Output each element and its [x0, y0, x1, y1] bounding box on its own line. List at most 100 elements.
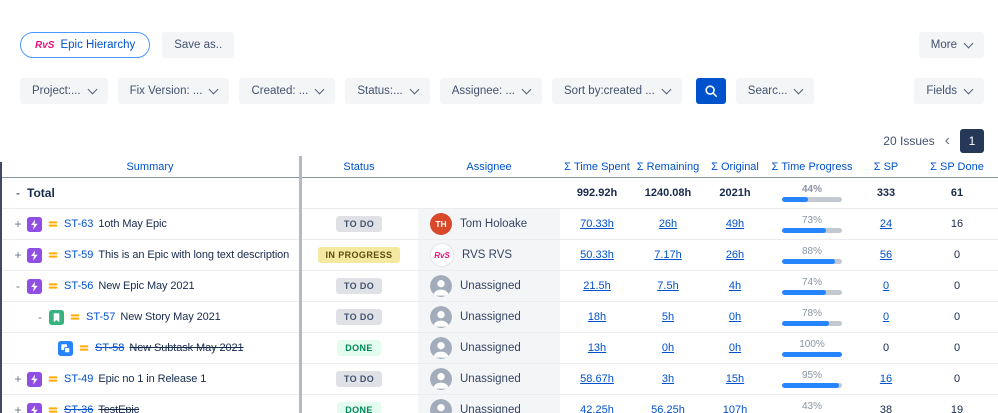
time_spent-value-link[interactable]: 50.33h: [580, 249, 614, 261]
issue-key-link[interactable]: ST-59: [64, 249, 94, 261]
filter-fix-version-button[interactable]: Fix Version: ...: [117, 78, 230, 104]
cell-progress: 100%: [768, 332, 856, 364]
filter-created-button[interactable]: Created: ...: [239, 78, 336, 104]
save-as-label: Save as..: [174, 39, 223, 51]
cell-assignee: Unassigned: [418, 394, 560, 413]
assignee-name: Unassigned: [460, 280, 521, 292]
summary-line: - ST-57 New Story May 2021: [0, 309, 300, 325]
time_spent-value-link[interactable]: 21.5h: [583, 280, 611, 292]
original-value-link[interactable]: 0h: [728, 342, 742, 354]
view-selector-button[interactable]: RvS Epic Hierarchy: [20, 32, 151, 58]
unassigned-avatar-icon: [430, 306, 452, 328]
epic-icon: [27, 402, 42, 413]
fields-label: Fields: [926, 85, 957, 97]
remaining-value-link[interactable]: 7.5h: [657, 280, 679, 292]
search-icon: [704, 84, 718, 98]
remaining-value-link[interactable]: 5h: [661, 311, 675, 323]
sp-value-link[interactable]: 56: [879, 249, 893, 261]
sp-value-link[interactable]: 24: [879, 218, 893, 230]
more-label: More: [930, 39, 957, 51]
issue-key-link[interactable]: ST-36: [64, 404, 94, 413]
search-button[interactable]: [695, 78, 726, 104]
cell-progress: 74%: [768, 270, 856, 302]
issue-key-link[interactable]: ST-58: [95, 342, 125, 354]
cell-status: TO DO: [300, 208, 418, 240]
progress-indicator: 73%: [770, 215, 854, 233]
sp_done-value: 61: [950, 187, 964, 199]
remaining-value-link[interactable]: 56.25h: [651, 404, 685, 413]
assignee-name: RVS RVS: [462, 249, 513, 261]
cell-sp_done: 61: [916, 177, 998, 209]
progress-fill: [782, 227, 826, 233]
sp-value-link[interactable]: 0: [882, 280, 890, 292]
column-header-original[interactable]: Σ Original: [702, 156, 768, 178]
expander-icon[interactable]: -: [16, 279, 20, 293]
sp-value-link[interactable]: 16: [879, 373, 893, 385]
more-button[interactable]: More: [918, 32, 984, 58]
cell-time_spent: 21.5h: [560, 270, 634, 302]
filter-project-button[interactable]: Project:...: [20, 78, 108, 104]
current-page-button[interactable]: 1: [960, 129, 984, 153]
time_spent-value-link[interactable]: 70.33h: [580, 218, 614, 230]
column-header-sp_done[interactable]: Σ SP Done: [916, 156, 998, 178]
expander-icon[interactable]: +: [14, 248, 22, 262]
issue-key-link[interactable]: ST-56: [64, 280, 94, 292]
remaining-value-link[interactable]: 7.17h: [654, 249, 682, 261]
remaining-value-link[interactable]: 26h: [658, 218, 678, 230]
column-header-progress[interactable]: Σ Time Progress: [768, 156, 856, 178]
time_spent-value-link[interactable]: 13h: [587, 342, 607, 354]
save-as-button[interactable]: Save as..: [162, 32, 235, 58]
remaining-value-link[interactable]: 3h: [661, 373, 675, 385]
column-header-sp[interactable]: Σ SP: [856, 156, 916, 178]
column-splitter-handle[interactable]: [299, 156, 302, 413]
expander-icon[interactable]: +: [14, 403, 22, 413]
original-value-link[interactable]: 26h: [725, 249, 745, 261]
cell-assignee: [418, 177, 560, 209]
time_spent-value-link[interactable]: 42.25h: [580, 404, 614, 413]
issue-key-link[interactable]: ST-49: [64, 373, 94, 385]
progress-indicator: 88%: [770, 246, 854, 264]
cell-original: 2021h: [702, 177, 768, 209]
summary-line: + ST-59 This is an Epic with long text des…: [0, 247, 300, 263]
cell-sp: 0: [856, 332, 916, 364]
expander-icon[interactable]: +: [14, 372, 22, 386]
issue-summary: TestEpic: [98, 404, 140, 413]
cell-sp: 38: [856, 394, 916, 413]
column-header-time_spent[interactable]: Σ Time Spent: [560, 156, 634, 178]
original-value-link[interactable]: 107h: [722, 404, 748, 413]
issue-summary: 1oth May Epic: [98, 218, 167, 230]
column-header-assignee[interactable]: Assignee: [418, 156, 560, 178]
filter-assignee-button[interactable]: Assignee: ...: [439, 78, 543, 104]
expander-icon[interactable]: +: [14, 217, 22, 231]
issue-key-link[interactable]: ST-57: [86, 311, 116, 323]
fields-button[interactable]: Fields: [914, 78, 984, 104]
filter-status-button[interactable]: Status:...: [345, 78, 430, 104]
time_spent-value-link[interactable]: 18h: [587, 311, 607, 323]
original-value-link[interactable]: 49h: [725, 218, 745, 230]
previous-page-icon[interactable]: ‹: [944, 132, 950, 149]
summary-line: ST-58 New Subtask May 2021: [0, 340, 300, 356]
status-lozenge: TO DO: [335, 278, 383, 294]
column-header-status[interactable]: Status: [300, 156, 418, 178]
sp-value-link[interactable]: 0: [882, 311, 890, 323]
time_spent-value-link[interactable]: 58.67h: [580, 373, 614, 385]
expander-icon[interactable]: -: [38, 310, 42, 324]
expander-icon[interactable]: -: [16, 186, 20, 200]
remaining-value-link[interactable]: 0h: [661, 342, 675, 354]
column-header-remaining[interactable]: Σ Remaining: [634, 156, 702, 178]
left-edge-divider: [0, 162, 2, 413]
progress-fill: [782, 320, 829, 326]
search-filter-button[interactable]: Searc...: [735, 78, 815, 104]
original-value-link[interactable]: 15h: [725, 373, 745, 385]
original-value-link[interactable]: 0h: [728, 311, 742, 323]
progress-fill: [782, 196, 809, 202]
original-value-link[interactable]: 4h: [728, 280, 742, 292]
progress-percent-label: 95%: [801, 369, 822, 381]
progress-indicator: 100%: [770, 339, 854, 357]
issue-key-link[interactable]: ST-63: [64, 218, 94, 230]
pagination-bar: 20 Issues ‹ 1: [883, 129, 984, 153]
filter-sort-by-button[interactable]: Sort by:created ...: [552, 78, 682, 104]
chevron-down-icon: [409, 84, 420, 94]
column-header-summary[interactable]: Summary: [0, 156, 300, 178]
summary-line: + ST-36 TestEpic: [0, 402, 300, 413]
